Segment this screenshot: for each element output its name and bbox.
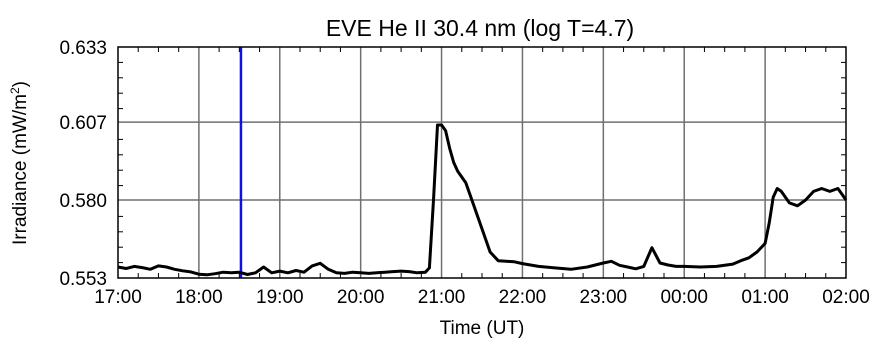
x-tick-label: 19:00: [256, 287, 304, 308]
grid: [118, 47, 846, 278]
x-tick-label: 22:00: [499, 287, 547, 308]
y-tick-label: 0.553: [59, 269, 107, 290]
x-tick-group: 17:00 18:00 19:00 20:00 21:00 22:00 23:00 00:00…: [94, 47, 870, 308]
x-tick-label: 23:00: [580, 287, 628, 308]
x-tick-label: 02:00: [822, 287, 870, 308]
x-tick-label: 17:00: [94, 287, 142, 308]
x-tick-label: 18:00: [175, 287, 223, 308]
y-axis-label-close: ): [10, 81, 31, 87]
x-tick-label: 01:00: [741, 287, 789, 308]
y-tick-label: 0.580: [59, 191, 107, 212]
y-tick-group: 0.553 0.580 0.607 0.633: [59, 38, 846, 290]
chart-title: EVE He II 30.4 nm (log T=4.7): [326, 15, 634, 41]
y-axis-label-superscript: 2: [8, 87, 22, 94]
x-tick-label: 21:00: [418, 287, 466, 308]
x-axis-label: Time (UT): [440, 318, 525, 339]
irradiance-series-line: [117, 123, 848, 277]
x-tick-label: 20:00: [337, 287, 385, 308]
y-tick-label: 0.633: [59, 38, 107, 59]
x-tick-label: 00:00: [660, 287, 708, 308]
plot-frame: [117, 46, 847, 279]
y-axis-label: Irradiance (mW/m2): [8, 81, 31, 245]
series-group: [117, 47, 848, 278]
y-axis-label-main: Irradiance (mW/m: [10, 94, 31, 245]
y-tick-label: 0.607: [59, 113, 107, 134]
